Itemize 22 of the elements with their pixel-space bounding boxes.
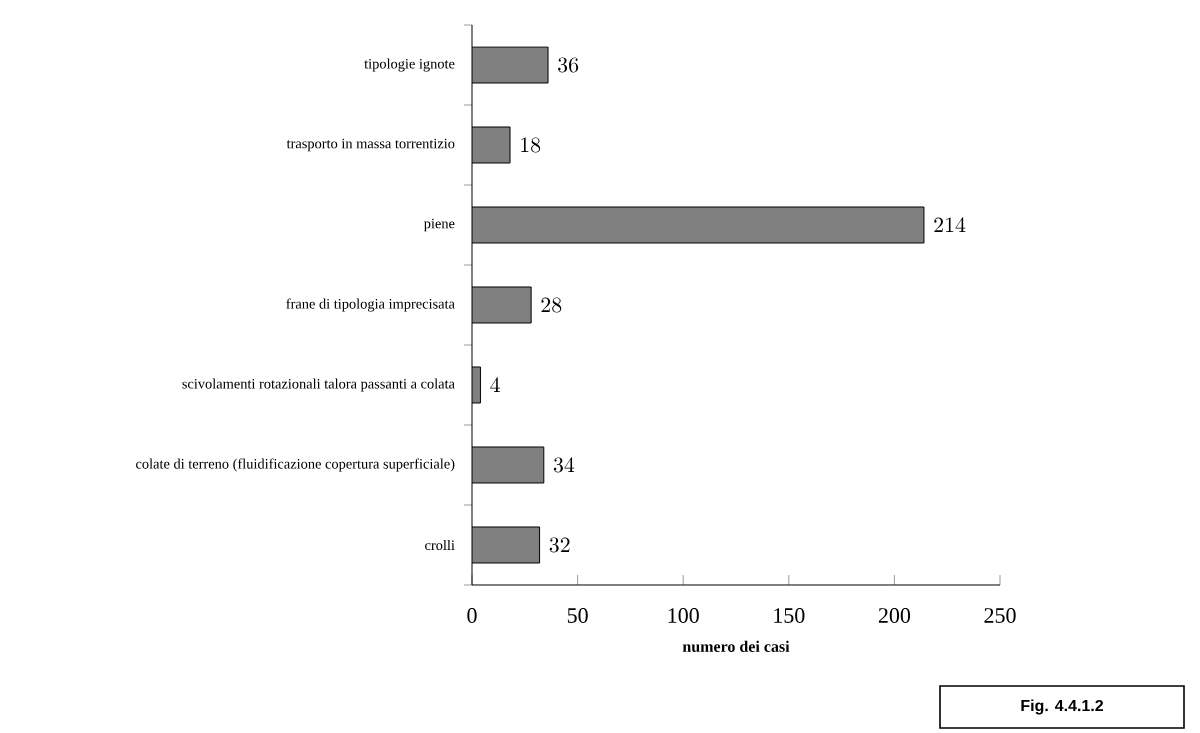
y-tick-label: trasporto in massa torrentizio [286,138,455,152]
x-tick-label: 100 [668,608,699,623]
data-label: 36 [558,57,579,73]
y-tick-label: tipologie ignote [364,58,455,72]
data-label: 4 [490,377,500,393]
x-tick-label: 50 [567,608,588,623]
y-tick-label: crolli [425,539,455,551]
x-tick-label: 0 [467,608,477,623]
x-tick-label: 200 [878,608,911,623]
x-axis-title: numero dei casi [682,640,790,652]
caption: Fig. 4.4.1.2 [1021,699,1103,715]
data-label: 34 [553,457,575,473]
data-label: 214 [934,217,966,233]
y-tick-label: piene [423,218,455,232]
x-tick-label: 250 [984,608,1016,623]
y-tick-label: frane di tipologia imprecisata [286,298,455,312]
data-label: 32 [549,537,570,553]
y-tick-label: colate di terreno (fluidificazione copertura superficiale) [136,458,455,472]
data-label: 28 [541,297,562,313]
x-tick-label: 150 [774,608,805,623]
data-label: 18 [521,137,541,153]
y-tick-label: scivolamenti rotazionali talora passanti a colata [182,378,455,392]
